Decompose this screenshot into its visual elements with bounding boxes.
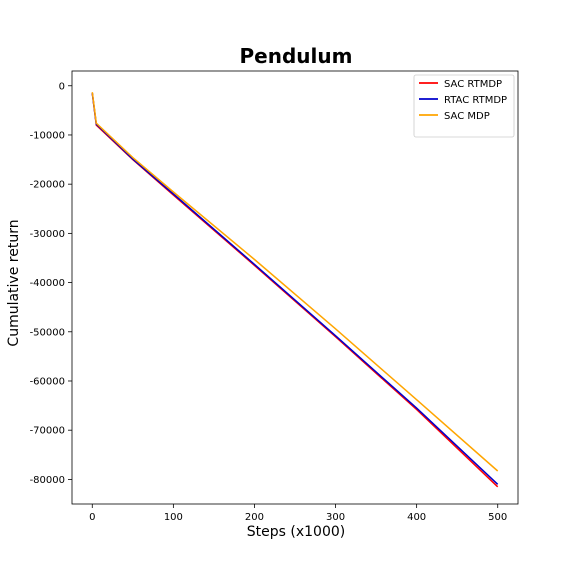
series-line-3 <box>91 92 499 472</box>
plot-frame <box>71 70 519 505</box>
y-tick-label: -40000 <box>30 278 65 289</box>
legend-box <box>413 74 515 138</box>
y-tick-label: -10000 <box>30 130 65 141</box>
plot-area: 0 100 200 300 400 500 0 -10000 -20000 -30000 -4000… <box>30 70 519 523</box>
x-tick-label: 100 <box>164 512 183 523</box>
y-tick-label: -60000 <box>30 376 65 387</box>
chart-title: Pendulum <box>240 44 353 68</box>
y-tick-label: 0 <box>59 81 65 92</box>
legend-label-3: SAC MDP <box>444 111 490 122</box>
y-tick-label: -70000 <box>30 426 65 437</box>
y-tick-label: -20000 <box>30 180 65 191</box>
x-tick-label: 500 <box>488 512 507 523</box>
x-tick-label: 300 <box>326 512 345 523</box>
x-tick-label: 400 <box>407 512 426 523</box>
x-axis-label: Steps (x1000) <box>247 524 345 540</box>
legend: SAC RTMDP RTAC RTMDP SAC MDP <box>413 74 515 138</box>
legend-label-2: RTAC RTMDP <box>444 95 507 106</box>
x-tick-label: 0 <box>89 512 95 523</box>
y-tick-label: -80000 <box>30 475 65 486</box>
x-tick-label: 200 <box>245 512 264 523</box>
y-tick-label: -30000 <box>30 229 65 240</box>
series-line-2 <box>91 93 499 485</box>
legend-label-1: SAC RTMDP <box>444 79 502 90</box>
y-tick-label: -50000 <box>30 327 65 338</box>
y-axis-label: Cumulative return <box>6 219 22 346</box>
